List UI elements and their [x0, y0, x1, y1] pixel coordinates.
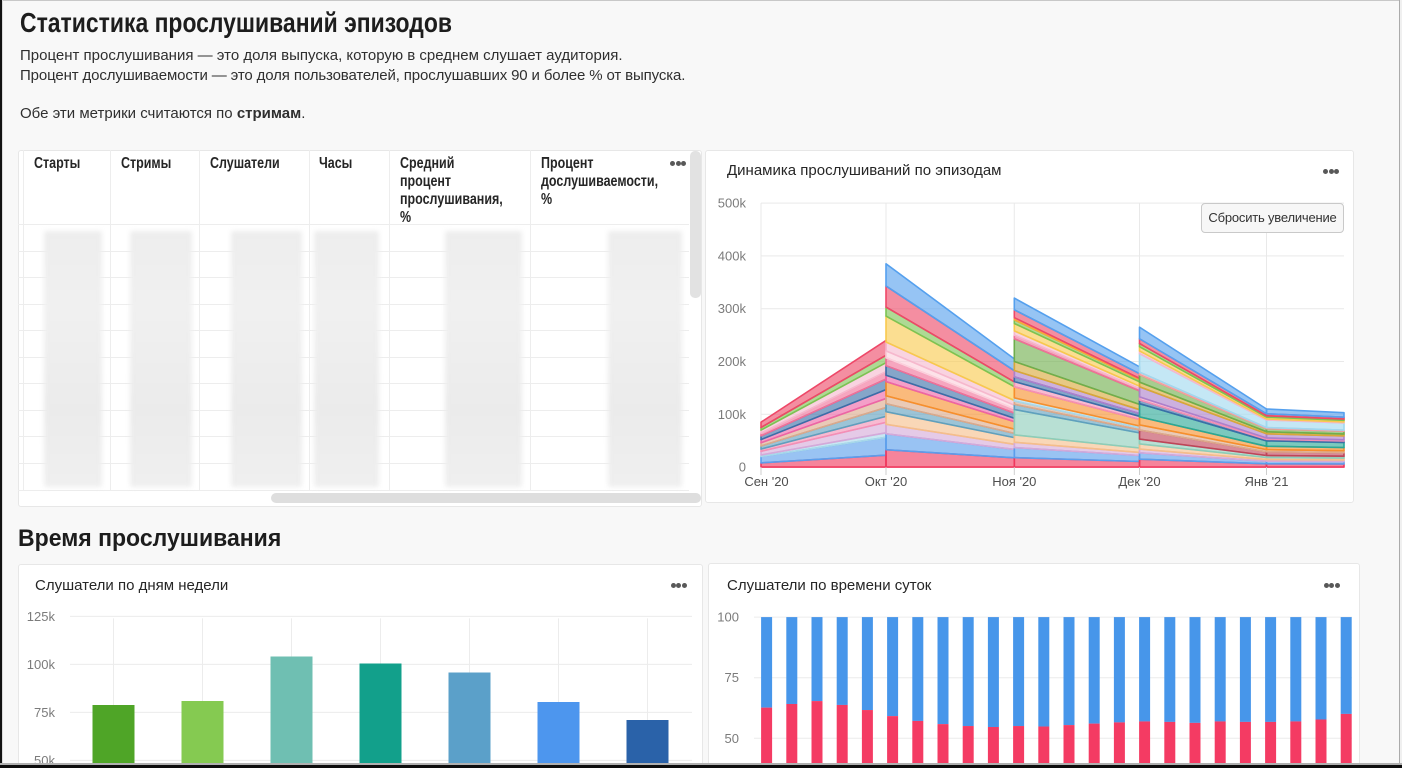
svg-text:125k: 125k	[27, 609, 56, 624]
svg-text:50: 50	[725, 731, 739, 746]
svg-text:50k: 50k	[34, 753, 55, 764]
svg-text:Ноя '20: Ноя '20	[992, 474, 1036, 489]
svg-text:100k: 100k	[718, 407, 747, 422]
svg-text:Янв '21: Янв '21	[1244, 474, 1288, 489]
svg-text:Сен '20: Сен '20	[744, 474, 788, 489]
svg-text:75: 75	[725, 670, 739, 685]
svg-text:75k: 75k	[34, 705, 55, 720]
svg-text:Окт '20: Окт '20	[865, 474, 907, 489]
svg-text:300k: 300k	[718, 301, 747, 316]
svg-text:100k: 100k	[27, 657, 56, 672]
svg-text:Дек '20: Дек '20	[1118, 474, 1160, 489]
svg-text:100: 100	[717, 610, 739, 625]
svg-text:0: 0	[739, 460, 746, 475]
svg-text:400k: 400k	[718, 248, 747, 263]
svg-text:500k: 500k	[718, 196, 747, 211]
svg-text:200k: 200k	[718, 354, 747, 369]
